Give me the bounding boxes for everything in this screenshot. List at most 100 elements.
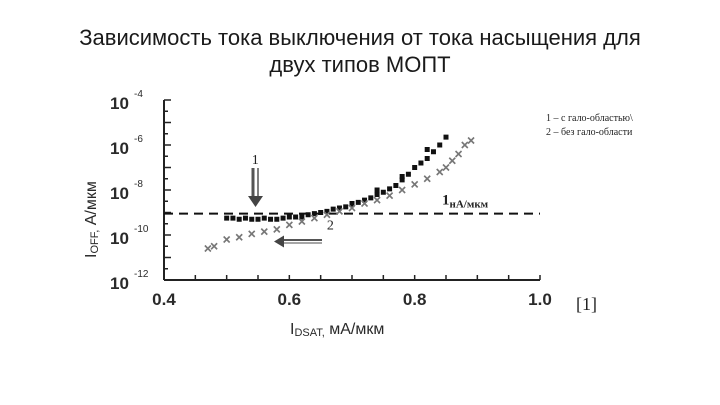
series-1-point bbox=[274, 216, 280, 222]
series-2-point bbox=[423, 175, 431, 183]
y-tick-label-exponent: -4 bbox=[134, 89, 143, 100]
y-tick-label: 10 bbox=[110, 184, 129, 203]
series-1-point bbox=[299, 214, 305, 220]
series-1-point bbox=[380, 189, 386, 195]
series-1-point bbox=[249, 216, 255, 222]
x-axis-title-sub: DSAT, bbox=[294, 327, 324, 339]
x-tick-label: 1.0 bbox=[528, 290, 552, 309]
series-2-point bbox=[373, 196, 381, 204]
series-1-point bbox=[443, 134, 449, 140]
series-2-point bbox=[467, 136, 475, 145]
title-line-2: двух типов МОПТ bbox=[269, 52, 451, 77]
title-line-1: Зависимость тока выключения от тока насы… bbox=[79, 25, 641, 50]
y-tick-label: 10 bbox=[110, 94, 129, 113]
series-2-point bbox=[348, 204, 356, 212]
x-tick-labels: 0.4 0.6 0.8 1.0 bbox=[152, 290, 552, 309]
series-2-point bbox=[210, 242, 218, 250]
series-1-point bbox=[230, 215, 236, 221]
series-2-points bbox=[204, 136, 475, 253]
annotation-1: 1 bbox=[252, 153, 259, 168]
series-2-point bbox=[386, 192, 394, 200]
series-2-point bbox=[448, 157, 456, 165]
legend-item-1: 1 – с гало-областью\ bbox=[546, 113, 633, 124]
y-tick-label: 10 bbox=[110, 229, 129, 248]
y-tick-label-exponent: -8 bbox=[134, 179, 143, 190]
series-1-point bbox=[261, 215, 267, 221]
slide-title: Зависимость тока выключения от тока насы… bbox=[0, 24, 720, 78]
series-1-point bbox=[305, 212, 311, 218]
series-1-point bbox=[242, 215, 248, 221]
series-1-point bbox=[437, 142, 443, 148]
series-2-point bbox=[436, 168, 444, 176]
series-2-point bbox=[442, 163, 450, 172]
series-1-point bbox=[430, 149, 436, 155]
x-axis-title-rest: мА/мкм bbox=[325, 321, 385, 338]
series-1-point bbox=[255, 216, 261, 222]
series-2-point bbox=[360, 199, 369, 208]
x-tick-label: 0.6 bbox=[278, 290, 302, 309]
series-1-point bbox=[293, 214, 299, 220]
x-axis-title: IDSAT, мА/мкм bbox=[290, 321, 384, 339]
series-2-point bbox=[335, 207, 344, 215]
series-2-point bbox=[273, 225, 281, 233]
legend-item-2: 2 – без гало-области bbox=[546, 127, 633, 138]
y-axis-title-rest: А/мкм bbox=[83, 181, 100, 230]
series-2-point bbox=[323, 211, 331, 219]
series-1-point bbox=[236, 216, 242, 222]
series-1-points bbox=[224, 134, 449, 222]
y-tick-marks bbox=[164, 99, 171, 281]
arrow-down-icon bbox=[248, 168, 263, 207]
y-axis-title: IOFF, А/мкм bbox=[83, 181, 101, 258]
series-1-point bbox=[412, 165, 418, 170]
series-1-point bbox=[399, 177, 405, 183]
reference-line-label-sub: нА/мкм bbox=[450, 199, 489, 211]
x-tick-marks bbox=[194, 275, 541, 280]
series-2-point bbox=[260, 228, 268, 236]
series-2-point bbox=[285, 221, 293, 229]
series-2-point bbox=[235, 233, 243, 241]
y-tick-label-exponent: -6 bbox=[134, 134, 143, 145]
series-1-point bbox=[268, 216, 274, 222]
y-axis-title-sub: OFF, bbox=[89, 230, 101, 254]
y-axis-title-main: I bbox=[83, 254, 100, 258]
series-2-point bbox=[248, 230, 256, 238]
series-1-point bbox=[405, 171, 411, 177]
series-1-point bbox=[362, 197, 368, 203]
series-1-point bbox=[368, 195, 374, 201]
series-1-point bbox=[336, 205, 342, 211]
series-1-point bbox=[374, 187, 380, 193]
y-tick-label-exponent: -12 bbox=[134, 269, 149, 280]
series-1-point bbox=[399, 174, 405, 179]
series-1-point bbox=[286, 214, 292, 220]
reference-line-label: 1нА/мкм bbox=[442, 193, 489, 211]
y-tick-label: 10 bbox=[110, 274, 129, 293]
series-2-point bbox=[454, 150, 463, 158]
series-1-point bbox=[343, 204, 349, 210]
series-1-point bbox=[424, 147, 430, 152]
x-tick-label: 0.4 bbox=[152, 290, 176, 309]
series-2-point bbox=[461, 141, 469, 149]
y-tick-labels: 10 -4 10 -6 10 -8 10 -10 10 -12 bbox=[110, 89, 149, 293]
series-1-point bbox=[349, 201, 355, 206]
x-axis-title-main: I bbox=[290, 321, 294, 338]
series-1-point bbox=[418, 160, 424, 166]
annotation-2: 2 bbox=[327, 218, 334, 233]
series-2-point bbox=[310, 214, 318, 222]
series-2-point bbox=[298, 217, 306, 226]
series-2-point bbox=[223, 235, 231, 244]
series-1-point bbox=[311, 211, 317, 217]
series-2-point bbox=[411, 180, 419, 188]
series-1-point bbox=[355, 199, 361, 205]
reference-line-label-main: 1 bbox=[442, 193, 450, 209]
series-2-point bbox=[204, 244, 212, 253]
citation: [1] bbox=[576, 294, 597, 314]
arrow-left-icon bbox=[274, 235, 322, 248]
series-1-point bbox=[318, 210, 324, 215]
y-tick-label: 10 bbox=[110, 139, 129, 158]
series-2-point bbox=[398, 186, 406, 194]
series-1-point bbox=[330, 206, 336, 212]
series-1-point bbox=[387, 186, 393, 192]
x-tick-label: 0.8 bbox=[403, 290, 427, 309]
series-1-point bbox=[374, 192, 380, 197]
